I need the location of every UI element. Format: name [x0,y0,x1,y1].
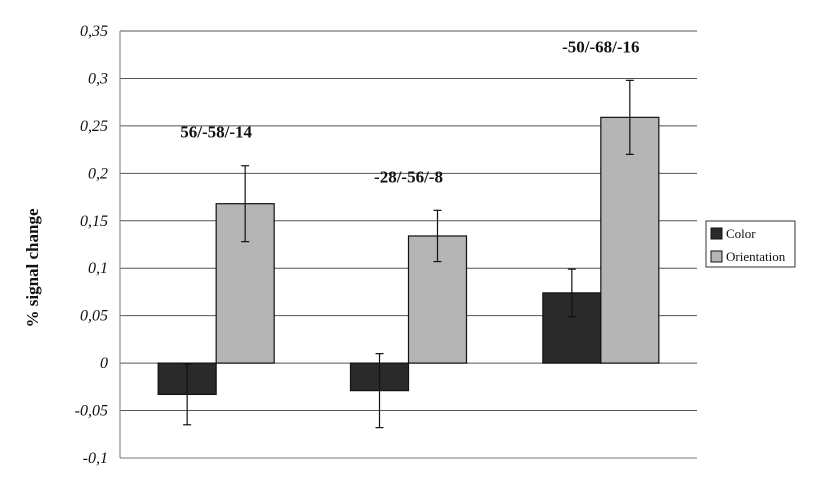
y-tick-label: 0,3 [88,70,108,87]
y-tick-label: 0 [100,355,108,372]
group-annotations: 56/-58/-14 -28/-56/-8 -50/-68/-16 [180,37,639,186]
legend-label-color: Color [726,226,756,241]
y-tick-label: -0,05 [75,403,108,420]
legend-label-orientation: Orientation [726,249,786,264]
error-bar-orientation-3 [625,79,634,155]
y-tick-label: 0,25 [80,118,108,135]
bars [157,116,660,396]
legend-swatch-color [710,227,723,240]
y-tick-label: 0,35 [80,23,108,40]
legend-swatch-orientation [710,250,723,263]
y-axis-label: % signal change [23,208,42,327]
group-annotation-3: -50/-68/-16 [562,37,639,56]
legend: Color Orientation [705,220,796,268]
y-tick-label: 0,2 [88,165,108,182]
error-bar-color-3 [567,268,576,318]
error-bar-orientation-1 [241,165,250,243]
y-tick-label: 0,1 [88,260,108,277]
error-bar-color-2 [375,353,384,429]
y-tick-label: -0,1 [83,450,108,467]
error-bar-color-1 [183,363,192,426]
y-axis-ticks: -0,1 -0,05 0 0,05 0,1 0,15 0,2 0,25 0,3 0,35 [75,23,108,467]
y-tick-label: 0,05 [80,308,108,325]
group-annotation-2: -28/-56/-8 [374,167,443,186]
error-bar-orientation-2 [433,209,442,263]
error-bars [183,79,634,429]
bar-orientation-3 [600,116,660,364]
group-annotation-1: 56/-58/-14 [180,123,252,142]
y-tick-label: 0,15 [80,213,108,230]
